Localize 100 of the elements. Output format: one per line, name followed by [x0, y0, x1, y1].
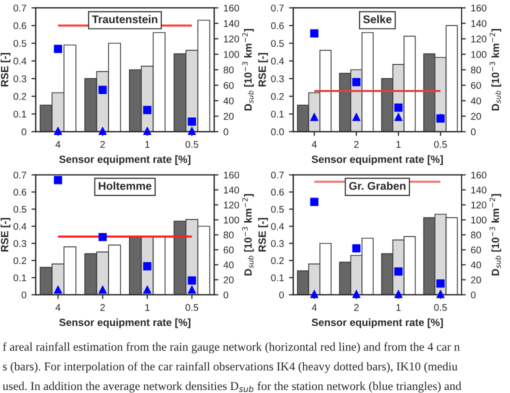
y2-tick-label: 20 — [224, 276, 234, 284]
y2-tick-label: 20 — [471, 276, 482, 284]
y-tick-label: 0.3 — [14, 240, 26, 247]
text: used. In addition the average network densities D$_{sub}$ for the station network (blue triangles) and — [2, 382, 462, 393]
y-tick-label: 0.6 — [271, 22, 284, 30]
x-axis-title: Sensor equipment rate [%] — [59, 318, 190, 328]
y2-tick-label: 60 — [224, 82, 234, 89]
x-tick-label: 0.5 — [186, 304, 198, 311]
x-tick-label: 4 — [56, 141, 60, 148]
y2-tick-label: 40 — [223, 97, 234, 104]
y-tick-label: 0.3 — [271, 240, 284, 247]
x-tick-label: 1 — [145, 141, 150, 148]
text: f areal rainfall estimation from the rain gauge network (horizontal red line) and from the 4 car n — [2, 342, 460, 354]
x-tick-label: 2 — [100, 140, 105, 148]
y-axis-title: RSE [-] — [258, 52, 268, 86]
y-tick-label: 0.2 — [14, 257, 26, 264]
chart-title: Gr. Graben — [349, 182, 406, 190]
text: s (bars). For interpolation of the car rainfall observations IK4 (heavy dotted bars), IK10 (mediu — [3, 362, 458, 373]
y2-tick-label: 40 — [223, 262, 234, 268]
y-tick-label: 0.6 — [14, 188, 26, 196]
y-tick-label: 0.4 — [14, 58, 26, 65]
y-tick-label: 0.4 — [271, 58, 284, 65]
x-tick-label: 2 — [354, 140, 359, 148]
x-axis-title: Sensor equipment rate [%] — [59, 155, 190, 166]
y2-tick-label: 160 — [471, 4, 486, 12]
y2-tick-label: 20 — [224, 112, 234, 120]
y-tick-label: 0.2 — [14, 93, 26, 100]
y2-tick-label: 40 — [470, 262, 482, 268]
y2-axis-title: D$_{sub}$ [10$^{−3}$ km$^{−2}$] — [242, 29, 254, 110]
y-tick-label: 0.5 — [271, 40, 284, 47]
y2-tick-label: 160 — [471, 172, 486, 179]
y-tick-label: 0.3 — [14, 75, 26, 82]
y2-tick-label: 140 — [224, 186, 240, 194]
text: Trautenstein — [92, 15, 158, 24]
y2-tick-label: 100 — [224, 51, 240, 58]
y2-tick-label: 60 — [471, 82, 482, 89]
x-tick-label: 0.5 — [434, 140, 447, 148]
x-tick-label: 4 — [312, 304, 317, 311]
y-tick-label: 0.7 — [14, 172, 26, 179]
y2-tick-label: 120 — [224, 202, 240, 208]
y2-tick-label: 120 — [471, 36, 486, 42]
y-tick-label: 0.6 — [271, 188, 284, 196]
y2-tick-label: 160 — [224, 172, 240, 179]
x-tick-label: 0.5 — [186, 140, 198, 148]
y2-tick-label: 40 — [470, 97, 482, 104]
y-tick-label: 0.6 — [14, 22, 26, 30]
y-tick-label: 0.4 — [14, 222, 26, 230]
x-tick-label: 1 — [396, 304, 401, 311]
x-axis-title: Sensor equipment rate [%] — [312, 318, 443, 328]
y2-tick-label: 160 — [224, 4, 240, 12]
y2-tick-label: 60 — [471, 246, 482, 254]
x-tick-label: 4 — [312, 141, 317, 148]
y2-tick-label: 100 — [224, 216, 240, 224]
y2-axis-title: D$_{sub}$ [10$^{−3}$ km$^{−2}$] — [242, 194, 254, 276]
x-tick-label: 2 — [354, 304, 359, 311]
y-tick-label: 0 — [22, 291, 26, 298]
text: Selke — [363, 15, 392, 24]
y-tick-label: 0.5 — [14, 206, 26, 213]
y2-tick-label: 80 — [224, 232, 234, 238]
y2-tick-label: 0 — [224, 291, 228, 298]
y-tick-label: 0 — [279, 291, 284, 298]
x-tick-label: 1 — [145, 304, 150, 311]
y2-axis-title: D$_{sub}$ [10$^{−3}$ km$^{−2}$] — [490, 29, 502, 110]
y-tick-label: 0.1 — [271, 110, 284, 118]
y-tick-label: 0.3 — [271, 75, 284, 82]
y2-axis-title: D$_{sub}$ [10$^{−3}$ km$^{−2}$] — [490, 194, 502, 276]
y2-tick-label: 100 — [471, 51, 486, 58]
x-axis-title: Sensor equipment rate [%] — [312, 155, 443, 166]
y-tick-label: 0.2 — [271, 257, 284, 264]
y-axis-title: RSE [-] — [0, 218, 10, 252]
y2-tick-label: 0 — [470, 128, 476, 136]
y2-tick-label: 80 — [471, 232, 482, 238]
x-tick-label: 1 — [396, 141, 401, 148]
y2-tick-label: 140 — [224, 20, 240, 27]
y-axis-title: RSE [-] — [258, 218, 268, 252]
y-tick-label: 0.7 — [14, 4, 26, 12]
y-tick-label: 0.1 — [14, 274, 26, 282]
y-tick-label: 0.5 — [14, 40, 26, 47]
y2-tick-label: 140 — [471, 186, 486, 194]
y2-tick-label: 60 — [224, 246, 234, 254]
y-axis-title: RSE [-] — [0, 52, 10, 86]
y2-tick-label: 80 — [224, 66, 234, 74]
y2-tick-label: 120 — [224, 36, 240, 42]
y2-tick-label: 100 — [471, 216, 486, 224]
x-tick-label: 4 — [56, 304, 60, 311]
y-tick-label: 0.1 — [14, 110, 26, 118]
y-tick-label: 0.2 — [271, 93, 284, 100]
chart-title: Holtemme — [98, 182, 152, 190]
y-tick-label: 0.0 — [271, 128, 284, 136]
x-tick-label: 0.5 — [434, 304, 447, 311]
y-tick-label: 0.7 — [271, 172, 284, 179]
y-tick-label: 0 — [22, 128, 26, 136]
y2-tick-label: 0 — [224, 128, 228, 136]
y2-tick-label: 80 — [471, 66, 482, 74]
y2-tick-label: 140 — [471, 20, 486, 27]
y-tick-label: 0.5 — [271, 206, 284, 213]
y-tick-label: 0.7 — [271, 4, 284, 12]
x-tick-label: 2 — [100, 304, 105, 311]
y2-tick-label: 120 — [471, 202, 486, 208]
y-tick-label: 0.4 — [271, 222, 284, 230]
